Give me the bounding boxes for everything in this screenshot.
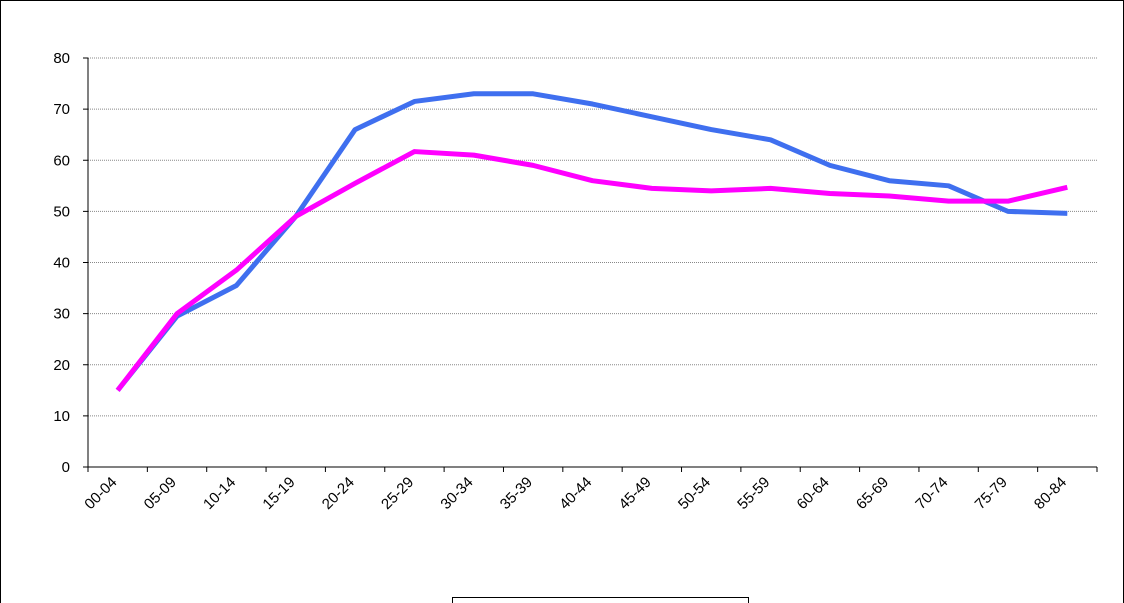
y-tick-label: 80 — [53, 50, 70, 67]
y-tick-label: 30 — [53, 306, 70, 323]
y-tick-label: 40 — [53, 255, 70, 272]
x-tick-label: 05-09 — [141, 474, 180, 513]
x-tick-label: 80-84 — [1031, 474, 1070, 513]
x-tick-label: 15-19 — [259, 474, 298, 513]
x-tick-label: 65-69 — [853, 474, 892, 513]
x-tick-label: 40-44 — [556, 474, 595, 513]
y-tick-label: 50 — [53, 203, 70, 220]
series-line — [115, 91, 1068, 392]
y-tick-label: 20 — [53, 357, 70, 374]
x-tick-label: 25-29 — [378, 474, 417, 513]
x-tick-label: 70-74 — [912, 474, 951, 513]
y-tick-label: 60 — [53, 152, 70, 169]
x-tick-label: 35-39 — [497, 474, 536, 513]
x-tick-label: 60-64 — [794, 474, 833, 513]
x-tick-label: 75-79 — [972, 474, 1011, 513]
x-tick-label: 50-54 — [675, 474, 714, 513]
y-tick-label: 70 — [53, 101, 70, 118]
x-tick-label: 45-49 — [616, 474, 655, 513]
legend-box — [452, 597, 749, 603]
x-tick-label: 00-04 — [81, 474, 120, 513]
x-tick-label: 55-59 — [734, 474, 773, 513]
x-tick-label: 10-14 — [200, 474, 239, 513]
series-line — [115, 149, 1068, 392]
x-tick-label: 20-24 — [319, 474, 358, 513]
y-tick-label: 10 — [53, 408, 70, 425]
x-tick-label: 30-34 — [437, 474, 476, 513]
y-tick-label: 0 — [62, 459, 70, 476]
